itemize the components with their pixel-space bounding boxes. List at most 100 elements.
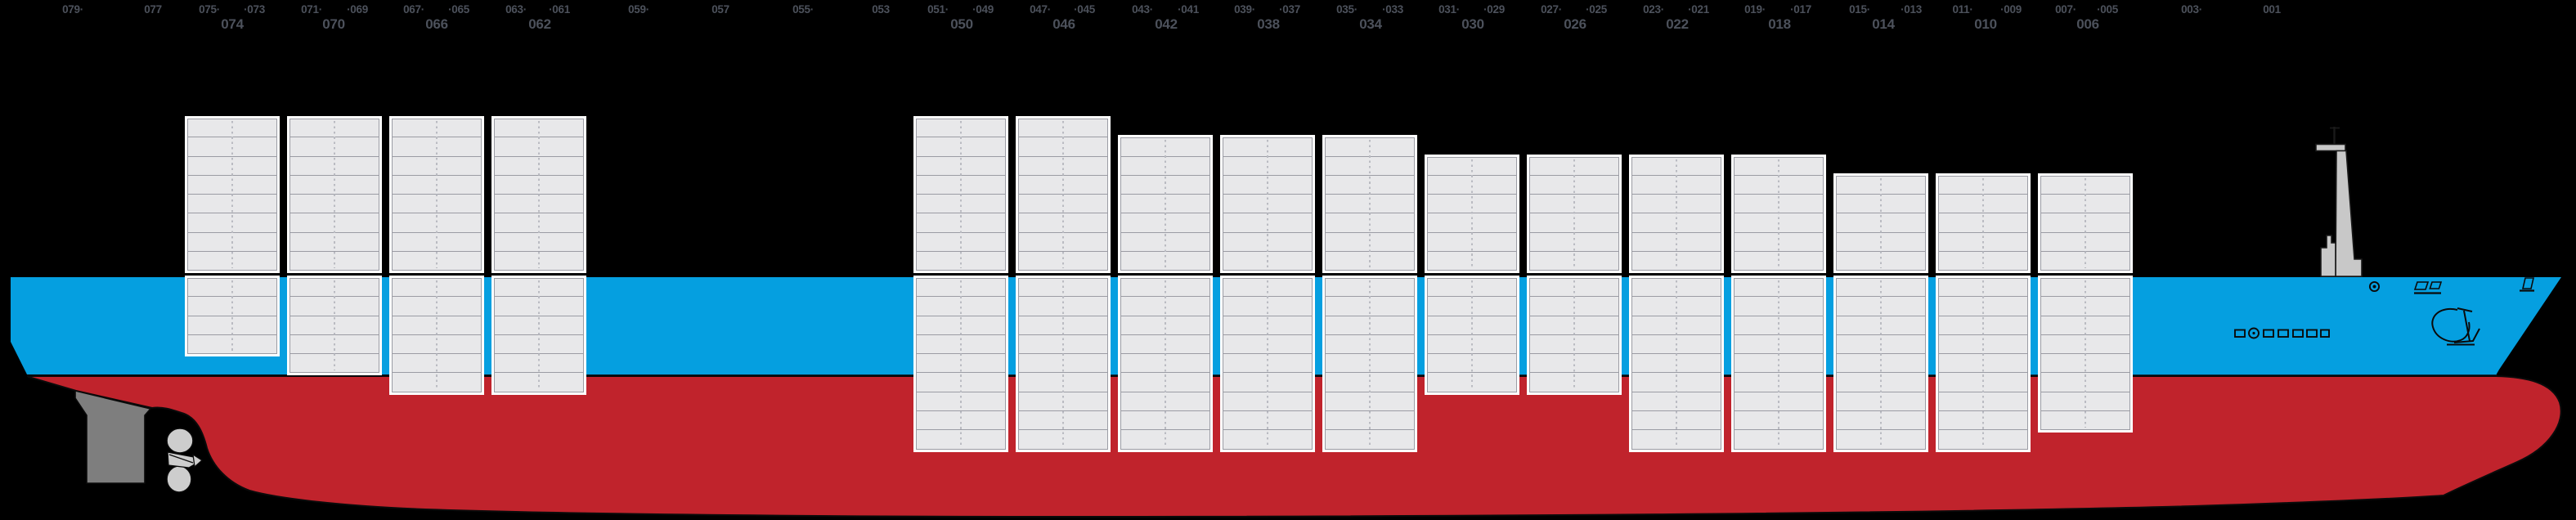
container-tier: [1120, 411, 1210, 431]
container-tier: [1631, 411, 1721, 431]
container-tier: [916, 430, 1006, 450]
bay-stack-034[interactable]: [1322, 0, 1420, 520]
container-tier: [1631, 297, 1721, 316]
container-tier: [1325, 316, 1415, 335]
hull-side-marks: [2234, 327, 2330, 339]
container-tier: [289, 156, 379, 176]
bay-stack-026[interactable]: [1527, 0, 1624, 520]
rudder: [74, 389, 152, 484]
bay-stack-006[interactable]: [2038, 0, 2135, 520]
container-tier: [1529, 373, 1619, 392]
container-tier: [1325, 334, 1415, 355]
bay-stack-010[interactable]: [1936, 0, 2033, 520]
in-hold-stack: [1425, 276, 1519, 395]
container-tier: [1836, 297, 1926, 316]
container-tier: [1120, 373, 1210, 392]
container-tier: [187, 252, 277, 271]
bay-stack-038[interactable]: [1220, 0, 1317, 520]
container-tier: [916, 195, 1006, 214]
container-tier: [1529, 232, 1619, 253]
container-tier: [392, 354, 482, 374]
container-tier: [2040, 195, 2130, 214]
container-tier: [2040, 373, 2130, 392]
container-tier: [1938, 213, 2028, 233]
container-tier: [1836, 232, 1926, 253]
container-tier: [1223, 411, 1313, 431]
container-tier: [1223, 392, 1313, 412]
container-tier: [289, 175, 379, 195]
container-tier: [1734, 411, 1824, 431]
container-tier: [1631, 392, 1721, 412]
container-tier: [1836, 411, 1926, 431]
bay-main-label-010: 010: [1974, 16, 1997, 32]
on-deck-stack: [185, 116, 280, 274]
bay-sub-label-011: 011·: [1952, 3, 1973, 16]
container-tier: [1223, 156, 1313, 176]
container-tier: [1734, 156, 1824, 176]
container-tier: [1734, 354, 1824, 374]
bay-sub-label-045: ·045: [1074, 3, 1095, 16]
container-tier: [2040, 175, 2130, 195]
container-tier: [1631, 232, 1721, 253]
container-tier: [289, 334, 379, 355]
container-tier: [1734, 316, 1824, 335]
bay-stack-066[interactable]: [389, 0, 487, 520]
bay-sub-label-047: 047·: [1030, 3, 1051, 16]
container-tier: [289, 278, 379, 298]
bay-sub-label-035: 035·: [1336, 3, 1358, 16]
container-tier: [1529, 297, 1619, 316]
bay-sub-label-049: ·049: [972, 3, 994, 16]
container-tier: [1223, 137, 1313, 157]
container-tier: [1938, 175, 2028, 195]
container-tier: [289, 137, 379, 157]
bay-main-label-034: 034: [1359, 16, 1382, 32]
container-tier: [2040, 213, 2130, 233]
container-tier: [1631, 213, 1721, 233]
bay-stack-014[interactable]: [1833, 0, 1931, 520]
container-tier: [289, 232, 379, 253]
container-tier: [1836, 213, 1926, 233]
bay-stack-042[interactable]: [1118, 0, 1215, 520]
bay-stack-050[interactable]: [913, 0, 1011, 520]
container-tier: [1018, 278, 1108, 298]
container-tier: [1018, 430, 1108, 450]
container-tier: [187, 195, 277, 214]
bay-sub-label-027: 027·: [1541, 3, 1562, 16]
container-tier: [1631, 373, 1721, 392]
in-hold-stack: [1833, 276, 1928, 452]
on-deck-stack: [913, 116, 1008, 274]
container-tier: [1120, 297, 1210, 316]
bay-main-label-026: 026: [1564, 16, 1586, 32]
bay-stack-030[interactable]: [1425, 0, 1522, 520]
bay-stack-070[interactable]: [287, 0, 384, 520]
container-tier: [1427, 156, 1517, 176]
container-tier: [1427, 213, 1517, 233]
container-tier: [187, 137, 277, 157]
container-tier: [1325, 156, 1415, 176]
container-tier: [494, 354, 584, 374]
container-tier: [1120, 278, 1210, 298]
bay-stack-046[interactable]: [1016, 0, 1113, 520]
container-tier: [2040, 392, 2130, 412]
container-tier: [494, 119, 584, 138]
container-tier: [1120, 213, 1210, 233]
container-tier: [1325, 213, 1415, 233]
container-tier: [289, 316, 379, 335]
bay-stack-022[interactable]: [1629, 0, 1726, 520]
container-tier: [187, 334, 277, 355]
container-tier: [494, 252, 584, 271]
bay-sub-label-039: 039·: [1234, 3, 1255, 16]
in-hold-stack: [1322, 276, 1417, 452]
in-hold-stack: [1936, 276, 2031, 452]
container-tier: [1018, 354, 1108, 374]
container-tier: [392, 156, 482, 176]
container-tier: [392, 334, 482, 355]
bay-sub-label-069: ·069: [347, 3, 368, 16]
bay-stack-062[interactable]: [491, 0, 589, 520]
container-tier: [1223, 232, 1313, 253]
bay-stack-018[interactable]: [1731, 0, 1829, 520]
in-hold-stack: [1118, 276, 1213, 452]
container-tier: [1325, 411, 1415, 431]
container-tier: [1325, 392, 1415, 412]
bay-stack-074[interactable]: [185, 0, 282, 520]
